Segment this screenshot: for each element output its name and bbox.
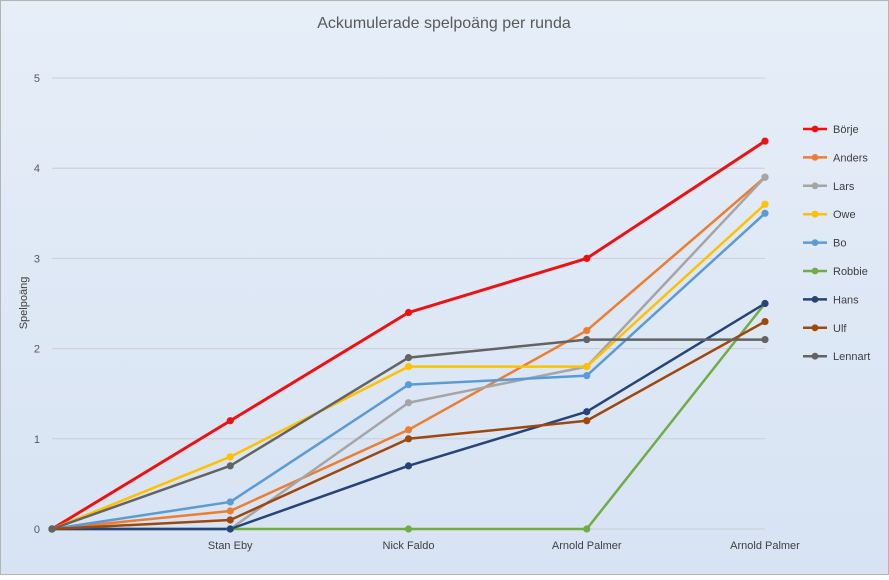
data-point [761,299,769,308]
chart-title: Ackumulerade spelpoäng per runda [317,15,571,32]
y-tick-label: 5 [34,73,40,85]
series-lines [48,137,769,533]
data-point [583,417,591,425]
gridlines [52,77,765,530]
legend-label: Robbie [833,266,868,278]
data-point [583,363,591,371]
x-tick-label: Stan Eby [208,540,253,552]
data-point [404,399,413,407]
legend-label: Hans [833,294,859,306]
data-point [583,525,591,533]
data-point [761,173,769,181]
legend-label: Börje [833,124,859,136]
y-tick-label: 2 [34,344,40,356]
y-tick-label: 4 [34,163,40,175]
legend-marker [811,154,819,161]
legend-marker [811,352,819,360]
legend-marker [811,239,819,247]
data-point [226,498,234,506]
y-tick-label: 0 [34,524,40,536]
data-point [404,462,413,470]
data-point [226,453,234,461]
y-tick-label: 3 [34,253,40,265]
x-tick-label: Arnold Palmer [730,540,800,552]
data-point [583,335,591,344]
data-point [761,200,769,208]
y-axis-label: Spelpoäng [18,277,30,330]
legend-marker [811,324,819,332]
data-point [404,354,413,362]
x-tick-label: Arnold Palmer [552,540,622,552]
legend-marker [811,296,819,303]
y-tick-label: 1 [34,434,40,446]
data-point [226,462,234,470]
legend-label: Lars [833,181,855,193]
data-point [48,525,56,533]
legend-label: Lennart [833,351,870,363]
y-axis-ticks: 0 1 2 3 4 5 [34,73,40,536]
data-point [583,326,591,335]
data-point [761,317,769,326]
data-point [404,525,413,533]
legend-marker [811,182,819,190]
legend-marker [811,125,819,133]
data-point [761,335,769,344]
data-point [583,254,591,262]
legend-label: Owe [833,209,856,221]
data-point [404,435,413,443]
data-point [404,381,413,389]
data-point [583,408,591,416]
data-point [761,137,769,145]
data-point [226,525,234,533]
data-point [226,516,234,524]
legend: Börje Anders Lars Owe Bo Robbie Hans Ulf Lennart [803,124,870,363]
data-point [226,417,234,425]
x-axis-ticks: Stan Eby Nick Faldo Arnold Palmer Arnold Pa… [208,540,800,552]
legend-label: Anders [833,152,868,164]
data-point [404,308,413,317]
legend-label: Ulf [833,323,847,335]
data-point [404,426,413,434]
legend-marker [811,267,819,275]
data-point [226,507,234,515]
data-point [761,209,769,217]
data-point [583,372,591,380]
x-tick-label: Nick Faldo [383,540,435,552]
data-point [404,363,413,371]
legend-label: Bo [833,238,846,250]
legend-marker [811,210,819,218]
